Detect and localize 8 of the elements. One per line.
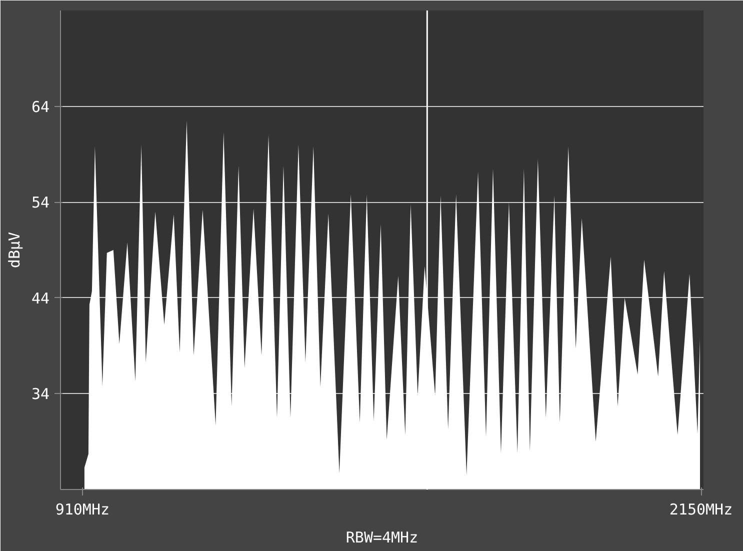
y-tick-label: 54	[31, 194, 50, 212]
y-tick-label: 34	[31, 385, 50, 404]
text: RBW=4MHz	[346, 528, 418, 546]
y-tick-label: 44	[31, 289, 50, 308]
x-tick-label: 910MHz	[55, 500, 110, 518]
y-tick-label: 64	[31, 98, 50, 116]
y-axis-title: dBμV	[5, 232, 24, 268]
x-tick-label: 2150MHz	[669, 500, 733, 518]
